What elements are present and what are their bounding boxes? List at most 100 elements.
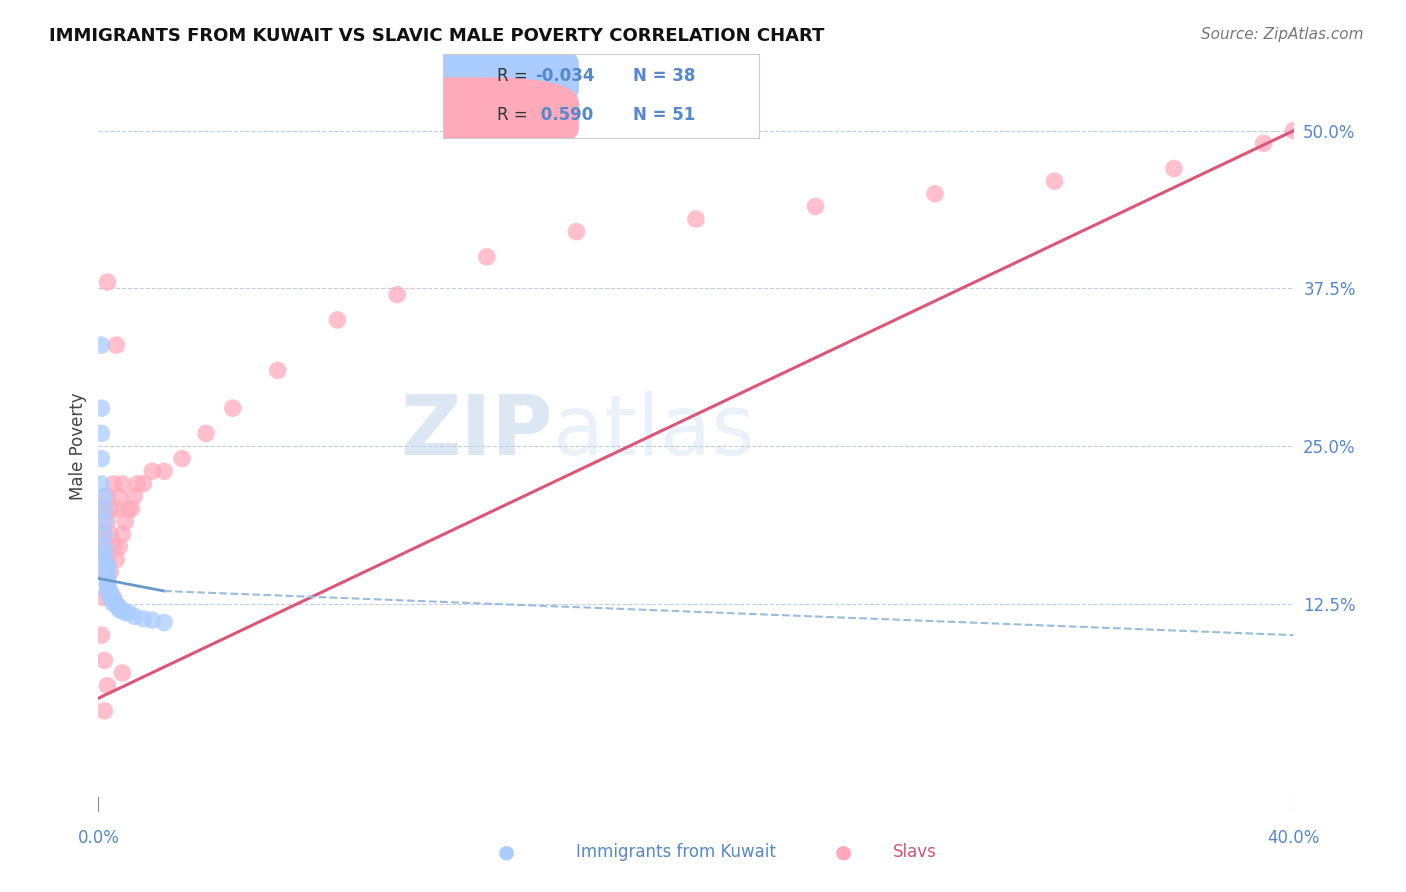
- Text: Source: ZipAtlas.com: Source: ZipAtlas.com: [1201, 27, 1364, 42]
- Point: [153, 464, 176, 478]
- Point: [96, 515, 118, 529]
- Point: [108, 603, 131, 617]
- Point: [96, 490, 118, 504]
- Point: [114, 515, 136, 529]
- Point: [111, 476, 134, 491]
- Point: [103, 592, 125, 607]
- Point: [105, 338, 128, 352]
- Text: Slavs: Slavs: [893, 843, 936, 861]
- Point: [1043, 174, 1066, 188]
- Text: IMMIGRANTS FROM KUWAIT VS SLAVIC MALE POVERTY CORRELATION CHART: IMMIGRANTS FROM KUWAIT VS SLAVIC MALE PO…: [49, 27, 824, 45]
- Point: [90, 426, 112, 441]
- Point: [90, 401, 112, 416]
- FancyBboxPatch shape: [357, 78, 579, 153]
- Point: [117, 502, 139, 516]
- Point: [96, 275, 118, 289]
- Point: [93, 546, 115, 560]
- Point: [98, 502, 122, 516]
- Point: [326, 313, 349, 327]
- Point: [93, 527, 115, 541]
- FancyBboxPatch shape: [357, 38, 579, 114]
- Text: N = 51: N = 51: [633, 106, 695, 124]
- Point: [96, 578, 118, 592]
- Text: R =: R =: [496, 106, 538, 124]
- Point: [98, 565, 122, 579]
- Point: [105, 502, 128, 516]
- Point: [98, 586, 122, 600]
- Point: [117, 606, 139, 620]
- Point: [132, 612, 155, 626]
- Point: [108, 540, 131, 554]
- Point: [90, 502, 112, 516]
- Point: [93, 515, 115, 529]
- Text: -0.034: -0.034: [534, 68, 595, 86]
- Text: R =: R =: [496, 68, 533, 86]
- Point: [93, 502, 115, 516]
- Point: [98, 584, 122, 599]
- Point: [1253, 136, 1275, 151]
- Point: [96, 565, 118, 579]
- Point: [114, 606, 136, 620]
- Point: [96, 584, 118, 599]
- Point: [141, 613, 163, 627]
- Point: [96, 558, 118, 573]
- Point: [108, 490, 131, 504]
- Text: ●: ●: [835, 842, 852, 862]
- Text: N = 38: N = 38: [633, 68, 695, 86]
- Point: [93, 653, 115, 667]
- Point: [108, 600, 131, 615]
- Point: [93, 490, 115, 504]
- Point: [103, 591, 125, 605]
- Point: [132, 476, 155, 491]
- Point: [103, 540, 125, 554]
- Point: [90, 628, 112, 642]
- Point: [103, 597, 125, 611]
- Point: [93, 704, 115, 718]
- Point: [172, 451, 194, 466]
- Point: [90, 476, 112, 491]
- Point: [96, 574, 118, 588]
- Point: [111, 665, 134, 680]
- Point: [222, 401, 245, 416]
- Text: 40.0%: 40.0%: [1267, 830, 1320, 847]
- Point: [98, 591, 122, 605]
- Point: [98, 591, 122, 605]
- Point: [105, 597, 128, 611]
- Point: [111, 603, 134, 617]
- Point: [93, 565, 115, 579]
- Point: [105, 598, 128, 612]
- Point: [141, 464, 163, 478]
- Point: [804, 199, 827, 213]
- Point: [924, 186, 946, 201]
- Point: [93, 540, 115, 554]
- Text: 0.0%: 0.0%: [77, 830, 120, 847]
- Point: [124, 609, 146, 624]
- Point: [120, 502, 142, 516]
- Point: [90, 527, 112, 541]
- Point: [96, 578, 118, 592]
- Point: [90, 338, 112, 352]
- Text: ZIP: ZIP: [401, 391, 553, 472]
- Point: [1282, 124, 1305, 138]
- Point: [111, 527, 134, 541]
- Point: [93, 540, 115, 554]
- Point: [565, 225, 588, 239]
- Point: [90, 451, 112, 466]
- Point: [124, 490, 146, 504]
- Point: [96, 679, 118, 693]
- Point: [1163, 161, 1185, 176]
- Point: [195, 426, 218, 441]
- Point: [267, 363, 290, 377]
- Point: [93, 591, 115, 605]
- Text: 0.590: 0.590: [534, 106, 593, 124]
- Point: [96, 558, 118, 573]
- Point: [153, 615, 176, 630]
- Point: [127, 476, 149, 491]
- Point: [96, 571, 118, 585]
- Y-axis label: Male Poverty: Male Poverty: [69, 392, 87, 500]
- Point: [103, 592, 125, 607]
- Point: [475, 250, 498, 264]
- Text: atlas: atlas: [553, 391, 754, 472]
- Point: [103, 476, 125, 491]
- Point: [685, 212, 707, 227]
